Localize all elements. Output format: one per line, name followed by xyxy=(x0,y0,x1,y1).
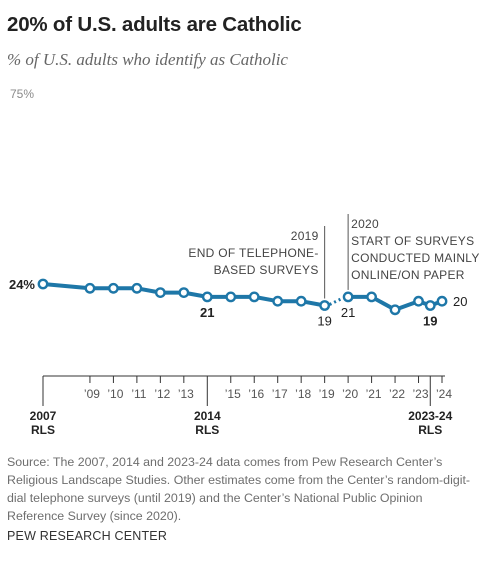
annotation-text: BASED SURVEYS xyxy=(214,263,319,277)
data-label: 20 xyxy=(453,294,467,309)
data-point xyxy=(366,291,377,303)
x-tick-label: ’18 xyxy=(295,387,311,401)
data-labels-group: 24% 21 19 21 19 20 xyxy=(9,277,468,329)
x-tick-label: ’10 xyxy=(107,387,123,401)
x-axis: ’09 ’10 ’11 ’12 ’13 ’15 ’16 ’17 ’18 ’19 ’20 ’21 ’22 ’… xyxy=(30,375,453,437)
x-tick-label: ’21 xyxy=(366,387,382,401)
x-tick-label: ’15 xyxy=(225,387,241,401)
data-point xyxy=(436,295,448,307)
x-major-label: 2007 xyxy=(30,409,57,423)
source-note: Source: The 2007, 2014 and 2023-24 data … xyxy=(7,455,471,523)
x-tick-label: ’13 xyxy=(178,387,194,401)
data-point xyxy=(248,291,260,303)
x-tick-label: ’22 xyxy=(389,387,405,401)
credit-text: PEW RESEARCH CENTER xyxy=(7,529,168,543)
x-tick-label: ’17 xyxy=(272,387,288,401)
data-label: 21 xyxy=(200,305,214,320)
data-point xyxy=(424,300,436,311)
data-label: 19 xyxy=(317,314,331,329)
data-point xyxy=(201,291,213,303)
annotation-text: 2020 xyxy=(351,217,379,231)
y-axis-top-label: 75% xyxy=(10,87,34,101)
data-point xyxy=(272,295,284,307)
chart-subtitle: % of U.S. adults who identify as Catholi… xyxy=(7,50,288,69)
x-major-label: 2023-24 xyxy=(408,409,452,423)
annotation-text: 2019 xyxy=(291,229,319,243)
mode-change-connector xyxy=(328,296,344,306)
data-point xyxy=(108,282,119,294)
data-point xyxy=(389,304,401,316)
annotation-text: START OF SURVEYS xyxy=(351,234,474,248)
data-point xyxy=(178,287,190,298)
x-tick-label: ’23 xyxy=(413,387,429,401)
x-tick-label: ’09 xyxy=(84,387,100,401)
x-major-label: RLS xyxy=(418,423,442,437)
x-tick-label: ’11 xyxy=(131,387,146,401)
x-tick-label: ’19 xyxy=(319,387,335,401)
data-label: 21 xyxy=(341,305,355,320)
x-tick-label: ’12 xyxy=(154,387,170,401)
annotation-text: END OF TELEPHONE- xyxy=(188,246,318,260)
annotations-group: 2019 END OF TELEPHONE- BASED SURVEYS 2020 ST… xyxy=(188,214,479,299)
x-tick-label: ’24 xyxy=(436,387,452,401)
series-lines xyxy=(41,282,444,312)
data-point xyxy=(84,282,96,294)
x-major-label: 2014 xyxy=(194,409,221,423)
data-point xyxy=(295,295,307,307)
markers-group xyxy=(37,278,448,316)
annotation-text: CONDUCTED MAINLY xyxy=(351,251,480,265)
data-point xyxy=(342,291,354,303)
data-label: 19 xyxy=(423,314,437,329)
data-point xyxy=(413,295,424,307)
data-point xyxy=(37,278,49,290)
data-point xyxy=(131,282,143,294)
x-tick-label: ’16 xyxy=(248,387,264,401)
data-point xyxy=(319,300,331,311)
chart-title: 20% of U.S. adults are Catholic xyxy=(7,13,302,36)
x-tick-label: ’20 xyxy=(342,387,358,401)
annotation-text: ONLINE/ON PAPER xyxy=(351,268,465,282)
data-label: 24% xyxy=(9,277,35,292)
x-major-label: RLS xyxy=(195,423,219,437)
x-major-label: RLS xyxy=(31,423,55,437)
data-point xyxy=(225,291,237,303)
data-point xyxy=(154,287,166,298)
